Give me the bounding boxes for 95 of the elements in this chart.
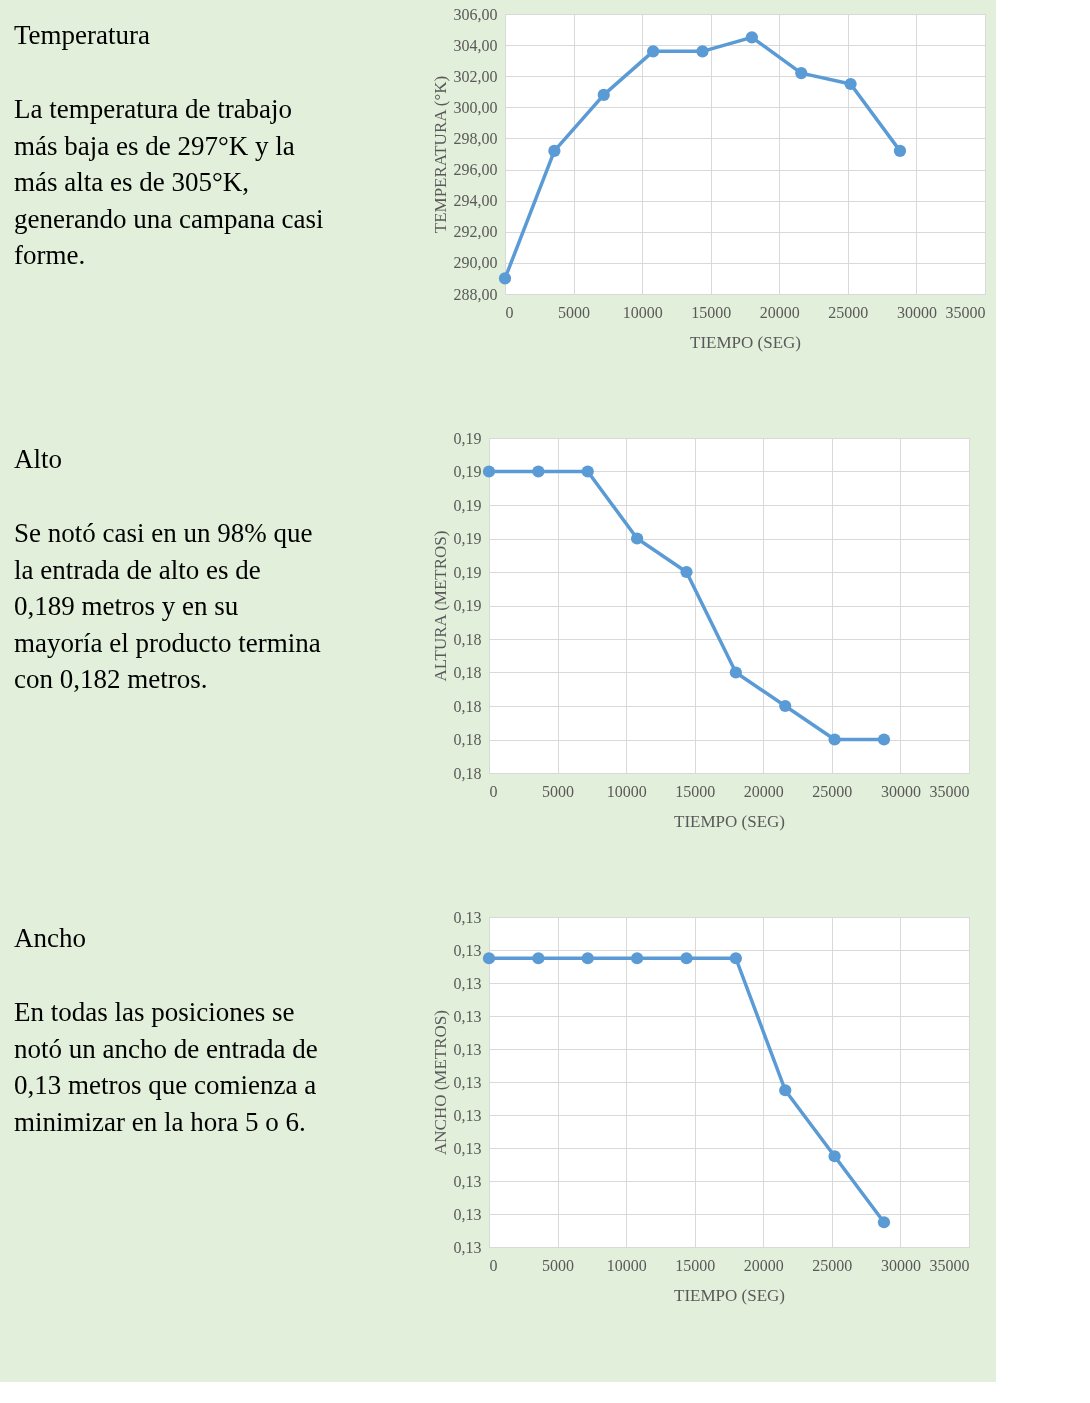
- x-tick-label: 5000: [542, 782, 575, 800]
- y-tick-label: 0,13: [453, 974, 482, 992]
- y-axis-title: ALTURA (METROS): [430, 530, 450, 682]
- y-tick-label: 0,18: [453, 697, 482, 715]
- x-tick-label: 25000: [812, 1256, 853, 1274]
- y-tick-label: 0,13: [453, 1106, 482, 1124]
- y-tick-label: 0,19: [453, 563, 482, 581]
- x-tick-label: 30000: [896, 303, 937, 321]
- y-tick-label: 0,13: [453, 1238, 482, 1256]
- point: [498, 272, 512, 285]
- point: [828, 733, 841, 746]
- y-tick-label: 300,00: [453, 98, 498, 116]
- point: [630, 532, 644, 545]
- point: [729, 666, 742, 679]
- y-tick-label: 288,00: [453, 285, 498, 303]
- x-tick-label: 15000: [675, 1256, 716, 1274]
- x-tick-label: 5000: [558, 303, 591, 321]
- y-axis-title: ANCHO (METROS): [430, 1010, 450, 1155]
- y-tick-label: 0,13: [453, 1007, 482, 1025]
- y-tick-label: 0,19: [453, 496, 482, 514]
- point: [597, 88, 610, 101]
- text: La temperatura de trabajo más baja es de 297°K y la más alta es de 305°K, generando una campana casi forme.: [14, 94, 324, 270]
- point: [795, 67, 808, 80]
- x-axis-title: TIEMPO (SEG): [674, 1285, 785, 1305]
- y-tick-label: 0,18: [453, 630, 482, 648]
- x-tick-label: 0: [505, 303, 514, 321]
- y-tick-label: 294,00: [453, 192, 498, 210]
- x-tick-label: 30000: [880, 1256, 921, 1274]
- x-tick-label: 0: [489, 1256, 498, 1274]
- x-tick-label: 30000: [880, 782, 921, 800]
- x-tick-label: 10000: [606, 782, 647, 800]
- point: [532, 465, 545, 478]
- y-tick-label: 304,00: [453, 36, 498, 54]
- y-tick-label: 0,13: [453, 1139, 482, 1157]
- point: [779, 1084, 792, 1097]
- point: [646, 45, 660, 58]
- x-tick-label: 0: [489, 782, 498, 800]
- y-axis-title: TEMPERATURA (°K): [430, 75, 450, 234]
- y-tick-label: 0,13: [453, 1172, 482, 1190]
- y-tick-label: 0,13: [453, 1040, 482, 1058]
- x-tick-label: 10000: [606, 1256, 647, 1274]
- point: [630, 952, 644, 965]
- x-tick-label: 25000: [828, 303, 869, 321]
- y-tick-label: 292,00: [453, 223, 498, 241]
- point: [779, 699, 792, 713]
- x-tick-label: 35000: [929, 1256, 970, 1274]
- y-tick-label: 0,13: [453, 1205, 482, 1223]
- y-tick-label: 0,18: [453, 731, 482, 748]
- x-tick-label: 20000: [743, 782, 784, 800]
- point: [828, 1150, 841, 1163]
- x-tick-label: 35000: [945, 303, 986, 321]
- y-tick-label: 0,18: [453, 664, 482, 681]
- text: Se notó casi en un 98% que la entrada de alto es de 0,189 metros y en su mayoría el producto termina con 0,182 metros.: [14, 518, 321, 694]
- x-tick-label: 20000: [759, 303, 800, 321]
- point: [745, 31, 758, 44]
- y-tick-label: 0,19: [453, 597, 482, 614]
- y-tick-label: 0,19: [453, 463, 482, 480]
- point: [548, 144, 561, 157]
- y-tick-label: 0,19: [453, 429, 482, 447]
- point: [482, 465, 496, 478]
- x-tick-label: 10000: [622, 303, 663, 321]
- point: [844, 77, 857, 91]
- x-tick-label: 15000: [675, 782, 716, 800]
- y-tick-label: 0,19: [453, 530, 482, 547]
- point: [729, 952, 742, 965]
- point: [482, 952, 496, 965]
- text: Ancho: [14, 923, 86, 953]
- x-tick-label: 5000: [542, 1256, 575, 1274]
- text: Temperatura: [14, 20, 151, 50]
- point: [877, 733, 891, 746]
- y-tick-label: 298,00: [453, 129, 498, 147]
- point: [680, 952, 693, 965]
- y-tick-label: 0,13: [453, 1073, 482, 1091]
- y-tick-label: 302,00: [453, 67, 498, 85]
- y-tick-label: 306,00: [453, 5, 498, 23]
- text: Alto: [14, 444, 63, 474]
- y-tick-label: 0,13: [453, 941, 482, 959]
- point: [696, 45, 709, 58]
- x-axis-title: TIEMPO (SEG): [690, 332, 801, 352]
- text: En todas las posiciones se notó un ancho de entrada de 0,13 metros que comienza a minimizar en la hora 5 o 6.: [14, 997, 318, 1137]
- x-tick-label: 15000: [691, 303, 732, 321]
- y-tick-label: 0,18: [453, 764, 482, 782]
- x-tick-label: 20000: [743, 1256, 784, 1274]
- point: [581, 952, 594, 965]
- x-axis-title: TIEMPO (SEG): [674, 811, 785, 831]
- y-tick-label: 296,00: [453, 161, 498, 179]
- point: [680, 565, 693, 579]
- point: [893, 144, 907, 157]
- point: [877, 1216, 891, 1229]
- point: [581, 465, 594, 478]
- x-tick-label: 35000: [929, 782, 970, 800]
- y-tick-label: 290,00: [453, 254, 498, 272]
- x-tick-label: 25000: [812, 782, 853, 800]
- point: [532, 952, 545, 965]
- y-tick-label: 0,13: [453, 908, 482, 926]
